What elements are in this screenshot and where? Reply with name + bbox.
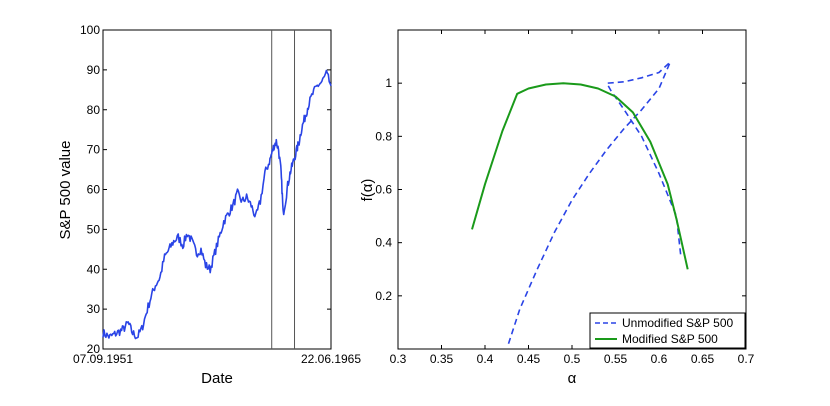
right-x-axis-label: α bbox=[568, 370, 577, 387]
multifractal-spectrum-chart: 0.3 0.35 0.4 0.45 0.5 0.55 0.6 0.65 0.7 0.20.40.… bbox=[359, 29, 755, 387]
right-x-tick-label: 0.45 bbox=[517, 352, 541, 366]
legend-box bbox=[589, 312, 746, 349]
left-y-tick-label: 50 bbox=[87, 222, 101, 236]
left-y-tick-label: 70 bbox=[87, 143, 101, 157]
legend-label-modified: Modified S&P 500 bbox=[622, 332, 718, 346]
left-y-ticks: 20 30 40 50 60 70 80 90 100 bbox=[80, 23, 331, 356]
right-x-tick-label: 0.65 bbox=[691, 352, 715, 366]
right-x-tick-label: 0.3 bbox=[390, 352, 407, 366]
left-y-tick-label: 100 bbox=[80, 23, 100, 37]
right-y-tick-label: 0.8 bbox=[375, 129, 392, 143]
left-y-axis-label: S&P 500 value bbox=[57, 141, 74, 240]
unmodified-spectrum-line bbox=[507, 61, 682, 344]
right-y-ticks: 0.2 0.4 0.6 0.8 1 bbox=[375, 76, 746, 303]
right-x-ticks: 0.3 0.35 0.4 0.45 0.5 0.55 0.6 0.65 0.7 bbox=[390, 30, 755, 366]
right-y-axis-label: f(α) bbox=[359, 179, 376, 202]
left-y-tick-label: 80 bbox=[87, 103, 101, 117]
left-x-axis-label: Date bbox=[201, 370, 233, 387]
sp500-series-line bbox=[102, 69, 332, 340]
sp500-time-series-chart: 20 30 40 50 60 70 80 90 100 07.09.1951 22.06.196… bbox=[57, 23, 361, 387]
left-x-tick-start: 07.09.1951 bbox=[73, 352, 133, 366]
left-y-tick-label: 60 bbox=[87, 183, 101, 197]
right-x-tick-label: 0.55 bbox=[604, 352, 628, 366]
left-y-tick-label: 20 bbox=[87, 342, 101, 356]
left-y-tick-label: 90 bbox=[87, 63, 101, 77]
left-y-tick-label: 30 bbox=[87, 302, 101, 316]
right-x-tick-label: 0.4 bbox=[477, 352, 494, 366]
left-x-tick-end: 22.06.1965 bbox=[301, 352, 361, 366]
left-plot-frame bbox=[102, 29, 332, 350]
right-x-tick-label: 0.35 bbox=[430, 352, 454, 366]
right-y-tick-label: 0.4 bbox=[375, 236, 392, 250]
right-plot-frame bbox=[397, 29, 747, 350]
right-x-tick-label: 0.5 bbox=[564, 352, 581, 366]
right-y-tick-label: 0.2 bbox=[375, 289, 392, 303]
right-x-tick-label: 0.6 bbox=[651, 352, 668, 366]
legend-label-unmodified: Unmodified S&P 500 bbox=[622, 316, 734, 330]
legend: Unmodified S&P 500 Modified S&P 500 bbox=[589, 312, 746, 349]
modified-spectrum-line bbox=[471, 82, 689, 270]
left-vertical-markers bbox=[271, 30, 296, 349]
right-x-tick-label: 0.7 bbox=[738, 352, 755, 366]
right-series-group bbox=[471, 61, 689, 344]
left-y-tick-label: 40 bbox=[87, 262, 101, 276]
right-y-tick-label: 1 bbox=[385, 76, 392, 90]
right-y-tick-label: 0.6 bbox=[375, 183, 392, 197]
left-series-group bbox=[102, 69, 332, 340]
